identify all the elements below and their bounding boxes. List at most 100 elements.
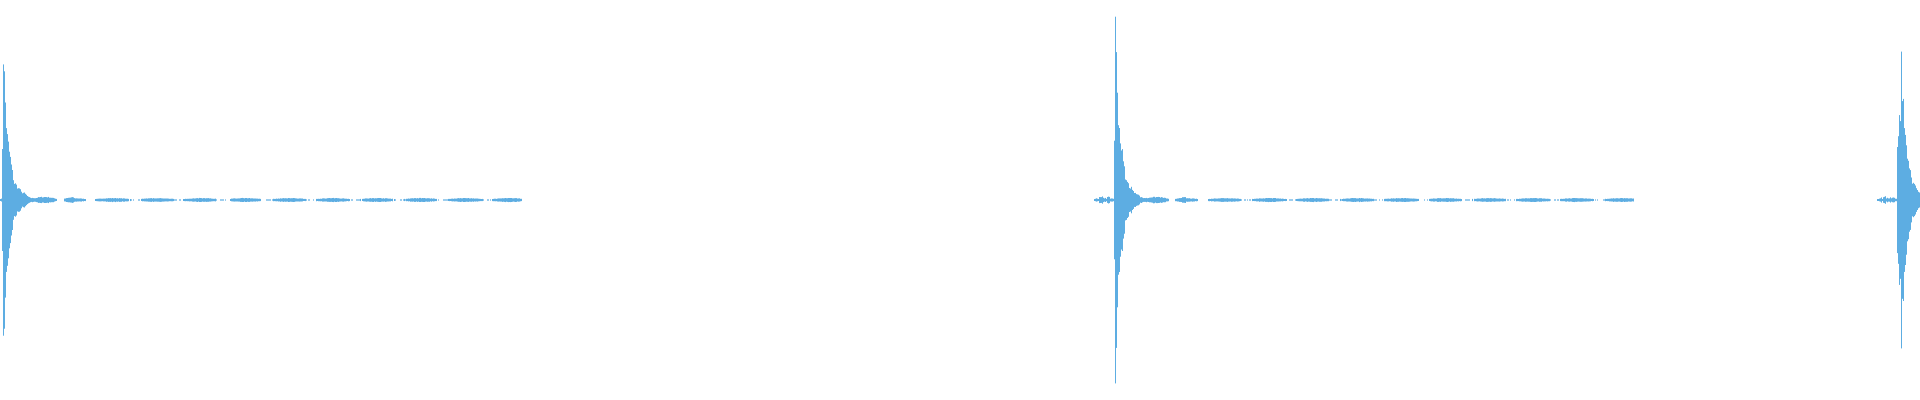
waveform-sample [1241, 199, 1242, 201]
waveform-sample [367, 198, 368, 202]
waveform-sample [35, 198, 36, 202]
waveform-sample [335, 198, 336, 202]
waveform-sample [338, 198, 339, 202]
waveform-sample [1547, 198, 1548, 202]
waveform-sample [27, 196, 28, 205]
waveform-sample [1884, 196, 1885, 204]
waveform-sample [1290, 199, 1291, 201]
waveform-sample [414, 198, 415, 202]
waveform-sample [32, 197, 33, 203]
waveform-sample [1269, 198, 1270, 202]
waveform-sample [1388, 198, 1389, 202]
waveform-sample [1168, 198, 1169, 202]
waveform-sample [1100, 197, 1101, 203]
waveform-sample [173, 198, 174, 202]
waveform-sample [1898, 136, 1899, 264]
waveform-sample [1348, 198, 1349, 202]
waveform-sample [1390, 198, 1391, 202]
waveform-sample [274, 198, 275, 202]
waveform-sample [1208, 199, 1209, 202]
waveform-sample [234, 198, 235, 202]
waveform-sample [1295, 199, 1296, 201]
waveform-sample [23, 192, 24, 208]
waveform-sample [1493, 198, 1494, 202]
waveform-sample [360, 198, 361, 202]
waveform-sample [1461, 199, 1462, 202]
waveform-sample [147, 198, 148, 202]
waveform-sample [159, 198, 160, 202]
waveform-sample [80, 198, 81, 202]
waveform-sample [435, 198, 436, 202]
waveform-sample [1094, 199, 1095, 201]
waveform-sample [392, 198, 393, 202]
waveform-sample [119, 198, 120, 202]
waveform-sample [1417, 198, 1418, 202]
waveform-sample [1896, 198, 1897, 202]
waveform-sample [320, 198, 321, 202]
waveform-sample [72, 197, 73, 203]
waveform-sample [189, 198, 190, 202]
waveform-sample [1157, 197, 1158, 204]
waveform-sample [1897, 147, 1898, 254]
waveform-sample [273, 198, 274, 202]
waveform-sample [366, 198, 367, 202]
waveform-sample [1387, 198, 1388, 202]
waveform-sample [463, 198, 464, 202]
waveform-sample [1365, 198, 1366, 202]
waveform-sample [1614, 198, 1615, 202]
waveform-sample [1627, 198, 1628, 202]
waveform-sample [1268, 198, 1269, 203]
waveform-sample [126, 198, 127, 202]
waveform-sample [1281, 198, 1282, 202]
waveform-sample [165, 198, 166, 202]
waveform-sample [1525, 198, 1526, 202]
waveform-sample [1584, 198, 1585, 202]
waveform-sample [363, 198, 364, 202]
waveform-sample [280, 198, 281, 202]
waveform-sample [24, 192, 25, 208]
waveform-sample [120, 198, 121, 202]
waveform-sample [1278, 198, 1279, 202]
waveform-sample [1183, 197, 1184, 203]
waveform-sample [330, 198, 331, 202]
waveform-sample [1318, 198, 1319, 202]
waveform-sample [192, 198, 193, 202]
waveform-sample [1342, 199, 1343, 201]
waveform-sample [1407, 198, 1408, 202]
waveform-sample [1136, 194, 1137, 206]
waveform-sample [266, 199, 267, 201]
waveform-sample [123, 198, 124, 202]
waveform-sample [457, 198, 458, 202]
waveform-sample [334, 198, 335, 202]
waveform-sample [1906, 145, 1907, 255]
waveform-sample [521, 198, 522, 202]
waveform-sample [1336, 199, 1337, 201]
waveform-sample [1107, 197, 1108, 203]
waveform-sample [418, 198, 419, 202]
waveform-sample [1914, 183, 1915, 217]
waveform-sample [1476, 198, 1477, 202]
waveform-sample [413, 198, 414, 202]
waveform-sample [76, 198, 77, 202]
waveform-sample [1193, 198, 1194, 202]
waveform-sample [342, 198, 343, 202]
waveform-sample [1605, 198, 1606, 202]
waveform-sample [1543, 198, 1544, 202]
waveform-sample [142, 198, 143, 202]
waveform-sample [302, 198, 303, 202]
waveform-sample [1282, 198, 1283, 202]
waveform-sample [1528, 198, 1529, 202]
waveform-sample [1236, 198, 1237, 202]
waveform-sample [1182, 197, 1183, 203]
waveform-sample [1328, 198, 1329, 202]
waveform-sample [68, 197, 69, 203]
waveform-sample [1114, 140, 1115, 260]
waveform-sample [1518, 199, 1519, 202]
waveform-sample [1469, 199, 1470, 201]
waveform-sample [1536, 198, 1537, 202]
waveform-sample [79, 198, 80, 202]
waveform-sample [1271, 198, 1272, 202]
waveform-sample [493, 198, 494, 202]
waveform-sample [1369, 198, 1370, 202]
waveform-sample [1244, 199, 1245, 201]
